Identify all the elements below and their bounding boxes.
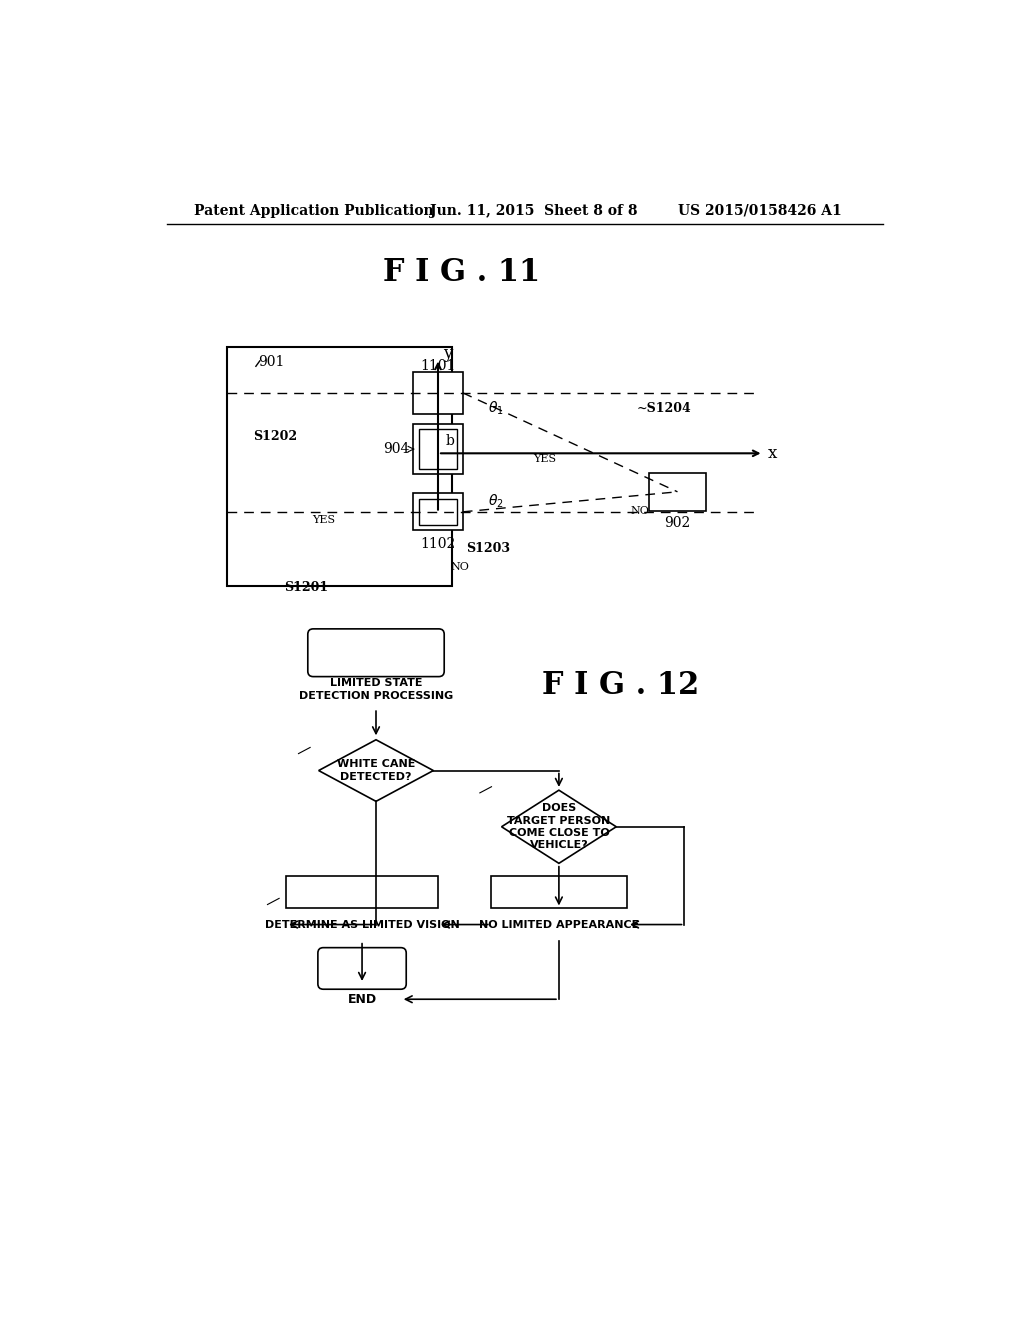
- Text: S1202: S1202: [254, 430, 298, 444]
- Text: $\theta_2$: $\theta_2$: [487, 492, 504, 510]
- Text: US 2015/0158426 A1: US 2015/0158426 A1: [678, 203, 842, 218]
- FancyBboxPatch shape: [308, 628, 444, 677]
- Bar: [649, 473, 707, 511]
- Bar: [414, 424, 463, 474]
- Text: S1201: S1201: [285, 581, 329, 594]
- Text: 901: 901: [258, 355, 285, 370]
- Text: 902: 902: [665, 516, 690, 531]
- Text: x: x: [768, 445, 777, 462]
- Bar: [227, 347, 452, 586]
- Text: END: END: [347, 993, 377, 1006]
- Text: $\theta_1$: $\theta_1$: [487, 400, 504, 417]
- Text: F I G . 11: F I G . 11: [383, 257, 540, 288]
- Text: NO: NO: [630, 506, 649, 516]
- Text: NO: NO: [451, 562, 469, 573]
- Text: WHITE CANE
DETECTED?: WHITE CANE DETECTED?: [337, 759, 415, 781]
- Text: ~S1204: ~S1204: [636, 403, 691, 416]
- Polygon shape: [502, 791, 616, 863]
- Bar: [492, 876, 627, 908]
- Text: YES: YES: [534, 454, 556, 463]
- Text: y: y: [442, 345, 452, 362]
- Bar: [414, 372, 463, 414]
- Bar: [419, 499, 458, 525]
- Text: DETERMINE AS LIMITED VISION: DETERMINE AS LIMITED VISION: [264, 920, 460, 929]
- Text: YES: YES: [311, 515, 335, 525]
- Polygon shape: [318, 739, 433, 801]
- Text: Patent Application Publication: Patent Application Publication: [194, 203, 433, 218]
- Text: LIMITED STATE
DETECTION PROCESSING: LIMITED STATE DETECTION PROCESSING: [299, 678, 454, 701]
- Bar: [414, 494, 463, 531]
- Text: S1203: S1203: [466, 543, 510, 556]
- Text: 1101: 1101: [420, 359, 456, 372]
- Text: b: b: [445, 434, 455, 447]
- FancyBboxPatch shape: [317, 948, 407, 989]
- Text: F I G . 12: F I G . 12: [542, 671, 698, 701]
- Text: 1102: 1102: [421, 537, 456, 552]
- Text: 904: 904: [383, 442, 410, 457]
- Text: DOES
TARGET PERSON
COME CLOSE TO
VEHICLE?: DOES TARGET PERSON COME CLOSE TO VEHICLE…: [507, 803, 610, 850]
- Text: Jun. 11, 2015  Sheet 8 of 8: Jun. 11, 2015 Sheet 8 of 8: [430, 203, 638, 218]
- Bar: [287, 876, 437, 908]
- Text: NO LIMITED APPEARANCE: NO LIMITED APPEARANCE: [479, 920, 639, 929]
- Bar: [419, 429, 458, 469]
